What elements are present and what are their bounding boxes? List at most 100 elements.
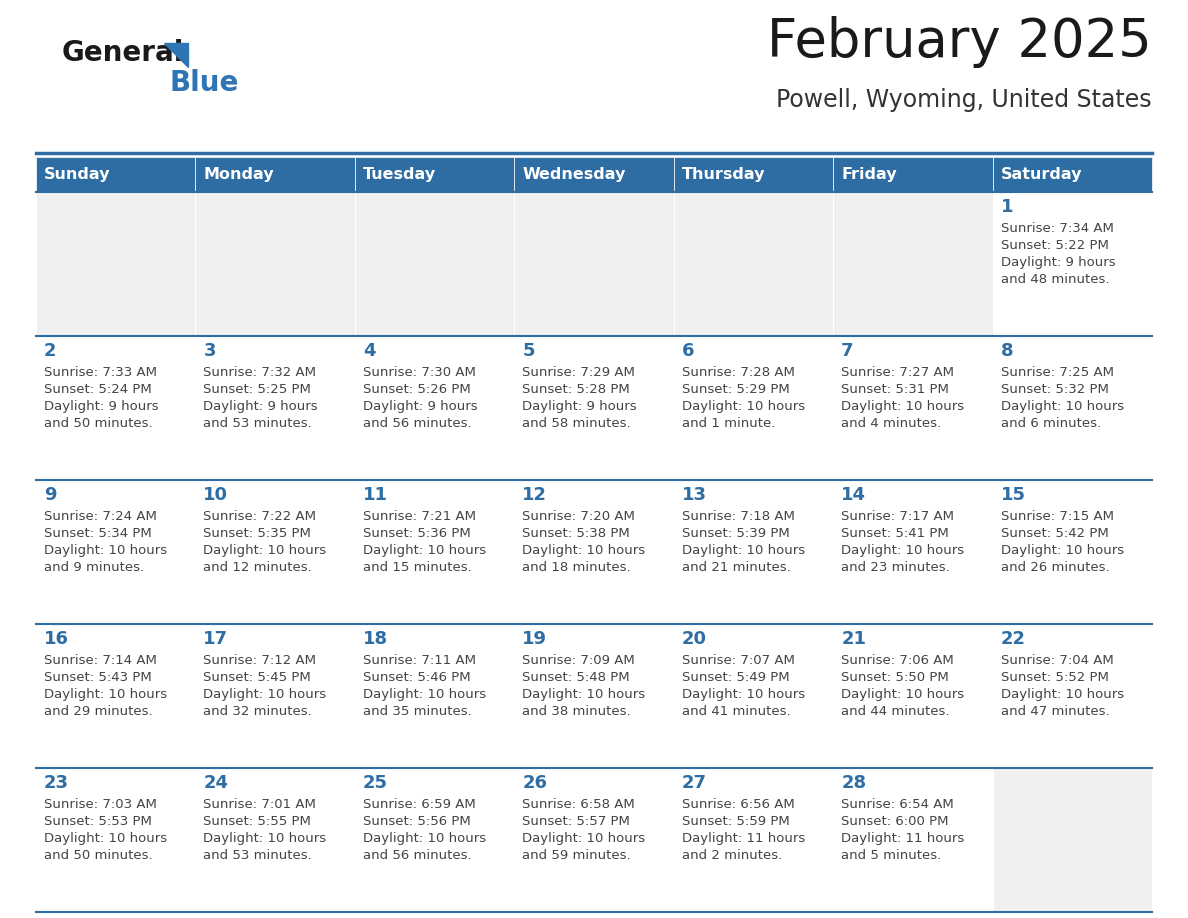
Bar <box>514 336 674 480</box>
Bar <box>196 480 355 624</box>
Text: Sunset: 5:25 PM: Sunset: 5:25 PM <box>203 383 311 396</box>
Text: Sunrise: 7:20 AM: Sunrise: 7:20 AM <box>523 510 636 523</box>
Text: and 56 minutes.: and 56 minutes. <box>362 417 472 430</box>
Text: and 50 minutes.: and 50 minutes. <box>44 417 152 430</box>
Text: 5: 5 <box>523 342 535 360</box>
Text: Sunset: 5:55 PM: Sunset: 5:55 PM <box>203 815 311 828</box>
Text: and 47 minutes.: and 47 minutes. <box>1000 705 1110 718</box>
Text: 27: 27 <box>682 774 707 792</box>
Text: 23: 23 <box>44 774 69 792</box>
Text: and 41 minutes.: and 41 minutes. <box>682 705 790 718</box>
Text: and 23 minutes.: and 23 minutes. <box>841 561 950 574</box>
Bar <box>196 157 355 192</box>
Text: Powell, Wyoming, United States: Powell, Wyoming, United States <box>777 88 1152 112</box>
Text: and 9 minutes.: and 9 minutes. <box>44 561 144 574</box>
Text: Sunrise: 7:14 AM: Sunrise: 7:14 AM <box>44 654 157 667</box>
Text: and 26 minutes.: and 26 minutes. <box>1000 561 1110 574</box>
Bar <box>992 768 1152 912</box>
Text: Sunset: 5:24 PM: Sunset: 5:24 PM <box>44 383 152 396</box>
Bar <box>992 480 1152 624</box>
Text: 18: 18 <box>362 630 388 648</box>
Bar <box>833 336 992 480</box>
Text: Sunrise: 7:07 AM: Sunrise: 7:07 AM <box>682 654 795 667</box>
Bar <box>992 192 1152 336</box>
Text: and 53 minutes.: and 53 minutes. <box>203 849 312 862</box>
Text: Sunset: 6:00 PM: Sunset: 6:00 PM <box>841 815 949 828</box>
Text: and 1 minute.: and 1 minute. <box>682 417 775 430</box>
Text: Sunset: 5:53 PM: Sunset: 5:53 PM <box>44 815 152 828</box>
Text: Sunset: 5:36 PM: Sunset: 5:36 PM <box>362 527 470 540</box>
Text: Daylight: 10 hours: Daylight: 10 hours <box>203 544 327 557</box>
Text: Sunset: 5:56 PM: Sunset: 5:56 PM <box>362 815 470 828</box>
Bar <box>674 768 833 912</box>
Text: 28: 28 <box>841 774 866 792</box>
Bar <box>196 192 355 336</box>
Text: 6: 6 <box>682 342 694 360</box>
Bar <box>36 192 196 336</box>
Text: and 50 minutes.: and 50 minutes. <box>44 849 152 862</box>
Text: 25: 25 <box>362 774 387 792</box>
Text: Daylight: 10 hours: Daylight: 10 hours <box>841 544 965 557</box>
Bar <box>833 768 992 912</box>
Text: 22: 22 <box>1000 630 1025 648</box>
Text: Sunset: 5:22 PM: Sunset: 5:22 PM <box>1000 239 1108 252</box>
Text: Sunset: 5:45 PM: Sunset: 5:45 PM <box>203 671 311 684</box>
Bar <box>355 480 514 624</box>
Text: Monday: Monday <box>203 167 274 182</box>
Bar <box>992 336 1152 480</box>
Text: and 18 minutes.: and 18 minutes. <box>523 561 631 574</box>
Text: 7: 7 <box>841 342 854 360</box>
Bar <box>36 624 196 768</box>
Text: Daylight: 10 hours: Daylight: 10 hours <box>841 400 965 413</box>
Bar <box>196 624 355 768</box>
Text: Daylight: 10 hours: Daylight: 10 hours <box>362 688 486 701</box>
Text: Daylight: 10 hours: Daylight: 10 hours <box>682 544 804 557</box>
Text: Sunrise: 7:30 AM: Sunrise: 7:30 AM <box>362 366 475 379</box>
Text: Daylight: 9 hours: Daylight: 9 hours <box>44 400 159 413</box>
Text: Daylight: 10 hours: Daylight: 10 hours <box>1000 544 1124 557</box>
Text: Sunset: 5:42 PM: Sunset: 5:42 PM <box>1000 527 1108 540</box>
Bar <box>36 157 196 192</box>
Text: and 59 minutes.: and 59 minutes. <box>523 849 631 862</box>
Polygon shape <box>164 43 188 67</box>
Text: Sunset: 5:52 PM: Sunset: 5:52 PM <box>1000 671 1108 684</box>
Bar <box>514 192 674 336</box>
Text: Daylight: 10 hours: Daylight: 10 hours <box>1000 688 1124 701</box>
Text: Sunset: 5:48 PM: Sunset: 5:48 PM <box>523 671 630 684</box>
Bar <box>355 336 514 480</box>
Text: Sunrise: 7:32 AM: Sunrise: 7:32 AM <box>203 366 316 379</box>
Text: Tuesday: Tuesday <box>362 167 436 182</box>
Bar <box>833 480 992 624</box>
Text: 14: 14 <box>841 486 866 504</box>
Text: Sunset: 5:31 PM: Sunset: 5:31 PM <box>841 383 949 396</box>
Text: 4: 4 <box>362 342 375 360</box>
Bar <box>992 157 1152 192</box>
Text: Daylight: 10 hours: Daylight: 10 hours <box>841 688 965 701</box>
Text: and 58 minutes.: and 58 minutes. <box>523 417 631 430</box>
Text: Daylight: 10 hours: Daylight: 10 hours <box>682 688 804 701</box>
Text: Daylight: 10 hours: Daylight: 10 hours <box>362 832 486 845</box>
Text: Sunrise: 7:17 AM: Sunrise: 7:17 AM <box>841 510 954 523</box>
Text: 9: 9 <box>44 486 57 504</box>
Text: Daylight: 10 hours: Daylight: 10 hours <box>203 832 327 845</box>
Text: 1: 1 <box>1000 198 1013 216</box>
Bar <box>674 192 833 336</box>
Bar <box>36 336 196 480</box>
Text: and 5 minutes.: and 5 minutes. <box>841 849 941 862</box>
Text: Sunrise: 6:54 AM: Sunrise: 6:54 AM <box>841 798 954 811</box>
Text: Sunday: Sunday <box>44 167 110 182</box>
Text: 26: 26 <box>523 774 548 792</box>
Text: Sunset: 5:29 PM: Sunset: 5:29 PM <box>682 383 790 396</box>
Text: Sunrise: 6:58 AM: Sunrise: 6:58 AM <box>523 798 636 811</box>
Text: 13: 13 <box>682 486 707 504</box>
Text: Sunset: 5:32 PM: Sunset: 5:32 PM <box>1000 383 1108 396</box>
Text: 24: 24 <box>203 774 228 792</box>
Text: Sunrise: 7:34 AM: Sunrise: 7:34 AM <box>1000 222 1113 235</box>
Text: 15: 15 <box>1000 486 1025 504</box>
Text: Daylight: 10 hours: Daylight: 10 hours <box>44 688 168 701</box>
Bar <box>674 157 833 192</box>
Text: General: General <box>62 39 184 67</box>
Text: 16: 16 <box>44 630 69 648</box>
Text: Sunset: 5:35 PM: Sunset: 5:35 PM <box>203 527 311 540</box>
Text: Sunrise: 6:59 AM: Sunrise: 6:59 AM <box>362 798 475 811</box>
